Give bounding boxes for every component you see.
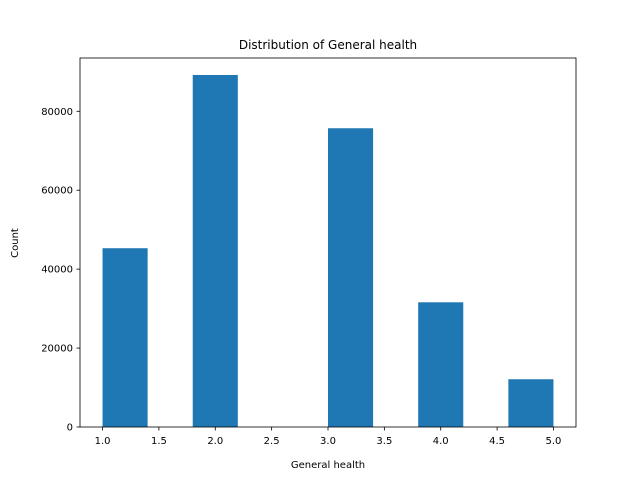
y-tick-label-0: 0 (67, 423, 73, 434)
x-tick-label-1: 1.5 (151, 436, 167, 447)
histogram-bar-0 (102, 248, 148, 427)
y-axis: 0 20000 40000 60000 80000 (41, 107, 80, 434)
x-tick-label-3: 2.5 (264, 436, 280, 447)
y-tick-label-1: 20000 (41, 344, 73, 355)
histogram-bar-5 (328, 128, 374, 428)
x-tick-label-2: 2.0 (207, 436, 223, 447)
histogram-bar-7 (418, 302, 464, 427)
y-tick-label-3: 60000 (41, 186, 73, 197)
y-tick-label-2: 40000 (41, 265, 73, 276)
histogram-bar-9 (508, 379, 554, 427)
x-tick-label-4: 3.0 (320, 436, 336, 447)
y-axis-label: Count (10, 228, 21, 258)
x-tick-label-6: 4.0 (433, 436, 449, 447)
histogram-bar-2 (192, 74, 238, 427)
x-axis-label: General health (291, 460, 365, 471)
x-tick-label-8: 5.0 (546, 436, 562, 447)
x-tick-label-7: 4.5 (489, 436, 505, 447)
x-tick-label-0: 1.0 (95, 436, 111, 447)
chart-title: Distribution of General health (239, 38, 417, 52)
x-tick-label-5: 3.5 (376, 436, 392, 447)
x-axis: 1.0 1.5 2.0 2.5 3.0 3.5 4.0 4.5 5.0 (95, 427, 562, 447)
bars-group (102, 74, 554, 428)
y-tick-label-4: 80000 (41, 107, 73, 118)
